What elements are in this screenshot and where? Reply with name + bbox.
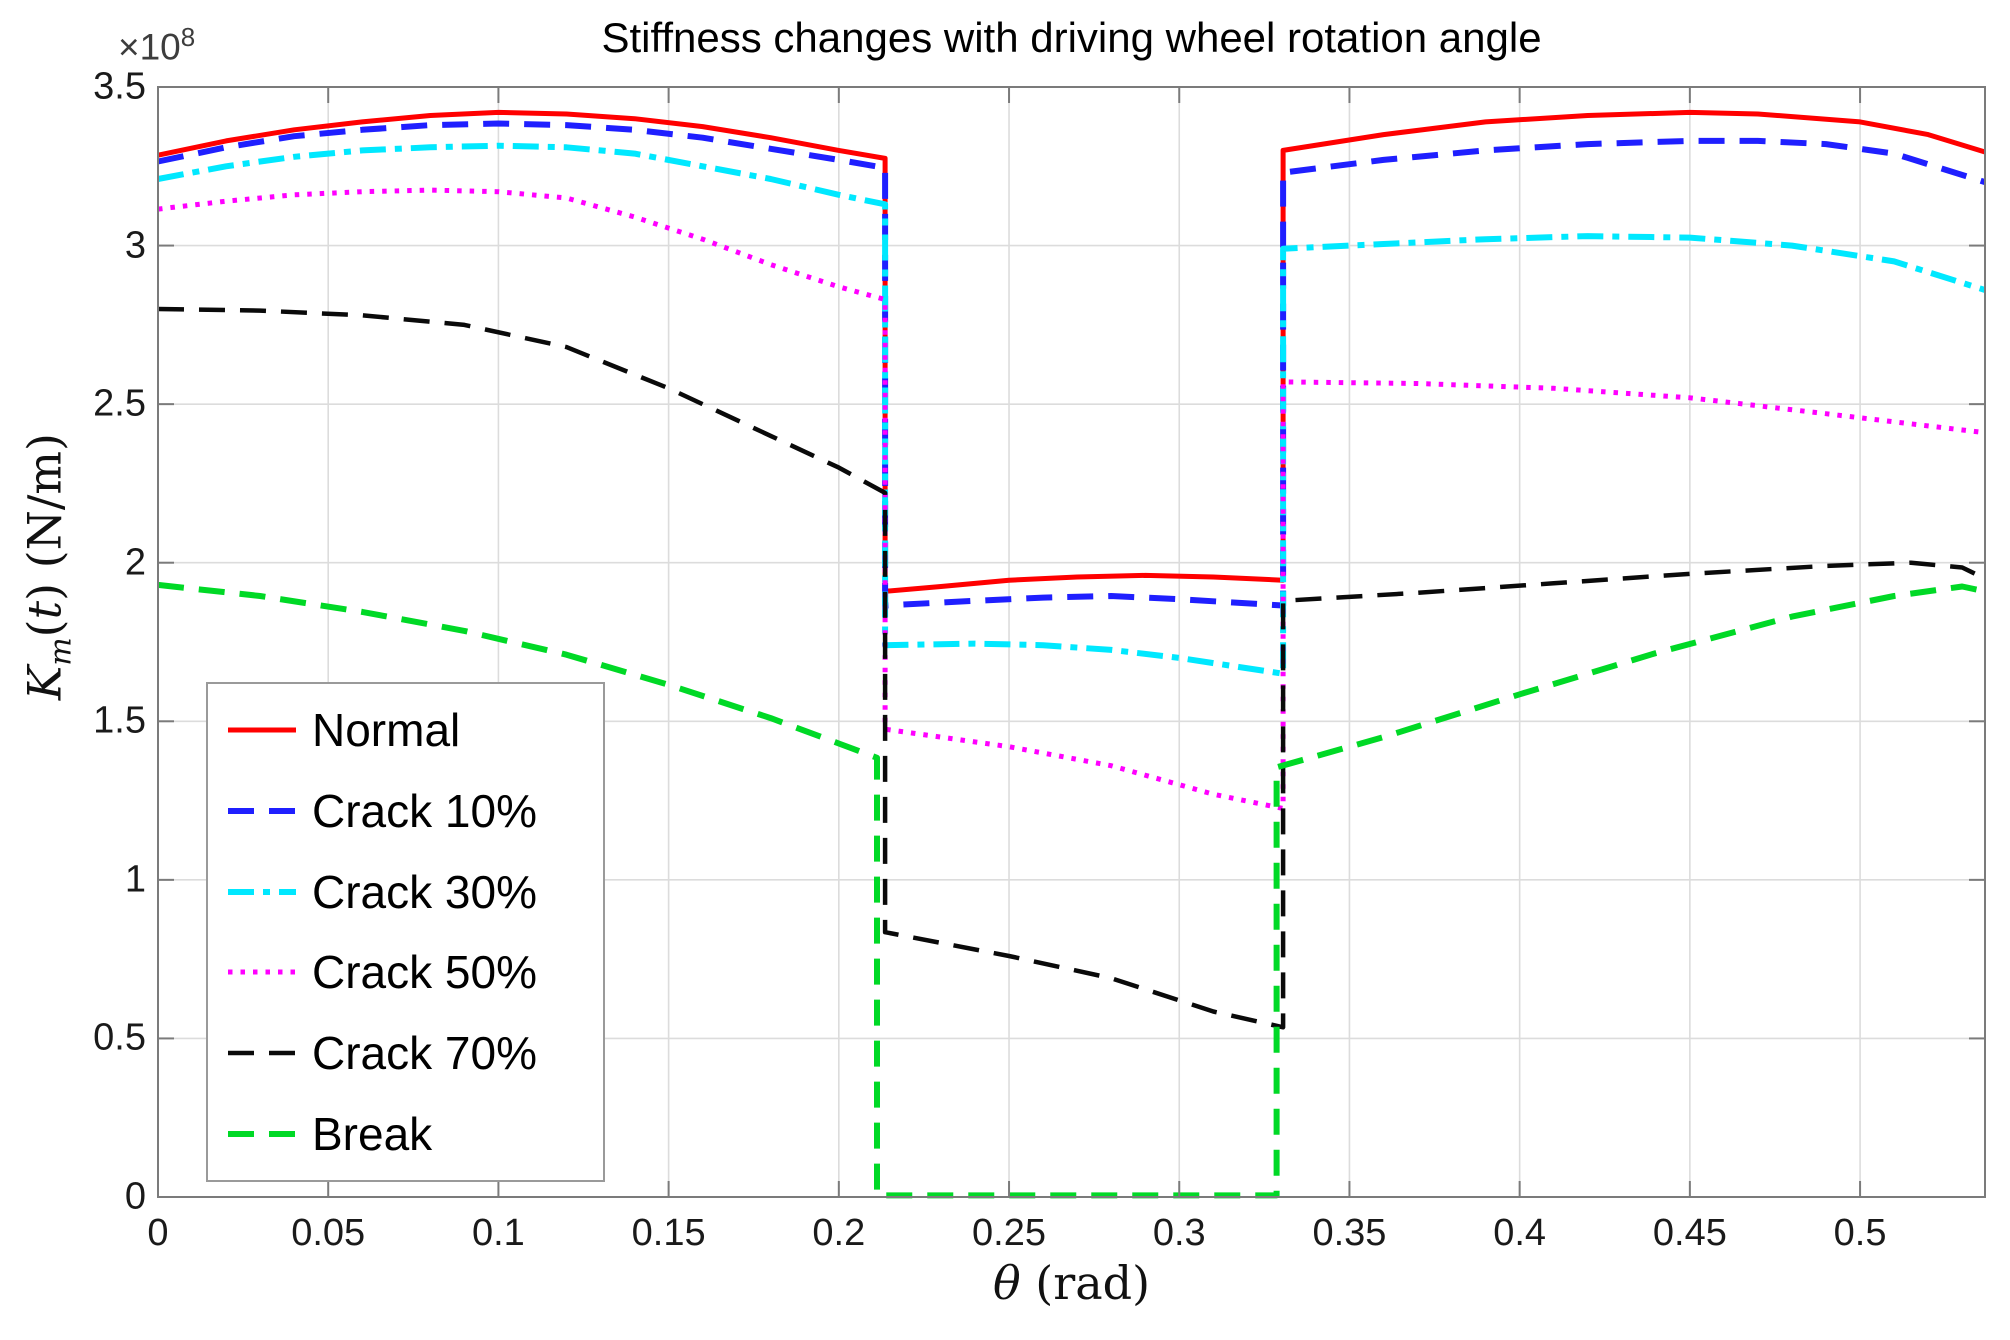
legend-item-crack-10-: Crack 10% — [226, 784, 603, 838]
x-tick-label: 0 — [147, 1212, 169, 1254]
ylabel-unit: ) (N/m) — [17, 433, 72, 601]
y-tick-label: 1.5 — [93, 699, 146, 742]
x-axis-label: θ (rad) — [158, 1256, 1985, 1310]
legend-item-normal: Normal — [226, 703, 603, 757]
x-tick-label: 0.35 — [1312, 1212, 1387, 1254]
series-line-crack-10- — [157, 120, 1986, 609]
x-tick-label: 0.1 — [471, 1212, 525, 1254]
x-tick-label: 0.45 — [1652, 1212, 1727, 1254]
series-line-normal — [157, 109, 1986, 594]
x-tick-label: 0.2 — [812, 1212, 866, 1254]
y-tick-label: 2.5 — [93, 382, 146, 425]
y-tick-label: 0 — [124, 1175, 146, 1218]
y-tick-label: 3 — [124, 224, 146, 267]
axes-box — [157, 86, 1986, 1198]
legend-label: Break — [312, 1107, 433, 1160]
legend-item-crack-30-: Crack 30% — [226, 865, 603, 919]
legend-item-break: Break — [226, 1107, 603, 1161]
ylabel-t: t — [17, 600, 72, 620]
legend-swatch-line — [228, 1130, 296, 1137]
legend-swatch-line — [228, 969, 296, 975]
chart-title: Stiffness changes with driving wheel rot… — [601, 14, 1542, 61]
series-line-crack-50- — [157, 187, 1986, 811]
ylabel-subscript: m — [43, 637, 79, 666]
legend-label: Crack 70% — [312, 1026, 537, 1079]
legend-label: Crack 30% — [312, 865, 537, 918]
series-line-break — [157, 581, 1986, 1199]
x-tick-label: 0.25 — [972, 1212, 1047, 1254]
legend-item-crack-50-: Crack 50% — [226, 945, 603, 999]
legend: Normal Crack 10% Crack 30% Crack 50% Crack 7… — [206, 682, 605, 1182]
x-tick-label: 0.5 — [1833, 1212, 1887, 1254]
legend-swatch-line — [228, 727, 296, 733]
series-line-crack-70- — [157, 306, 1986, 1030]
exponent-base: ×10 — [118, 26, 181, 68]
legend-label: Crack 50% — [312, 946, 537, 999]
legend-label: Crack 10% — [312, 784, 537, 837]
ylabel-K: K — [17, 665, 72, 701]
theta-symbol: θ — [992, 1256, 1021, 1310]
x-axis-unit: (rad) — [1020, 1256, 1151, 1310]
y-tick-label: 3.5 — [93, 65, 146, 108]
x-tick-label: 0.4 — [1493, 1212, 1547, 1254]
y-tick-label: 0.5 — [93, 1016, 146, 1059]
y-axis-label: Km(t) (N/m) — [17, 307, 78, 827]
legend-item-crack-70-: Crack 70% — [226, 1026, 603, 1080]
x-tick-label: 0.05 — [291, 1212, 366, 1254]
legend-swatch-line — [228, 807, 296, 814]
legend-label: Normal — [312, 704, 461, 757]
y-tick-label: 1 — [124, 858, 146, 901]
x-tick-label: 0.3 — [1152, 1212, 1206, 1254]
legend-swatch-line — [228, 1050, 296, 1056]
exponent-value: 8 — [180, 22, 196, 52]
x-tick-label: 0.15 — [631, 1212, 706, 1254]
y-axis-exponent-label: ×108 — [118, 22, 195, 68]
y-tick-label: 2 — [124, 541, 146, 584]
ylabel-paren: ( — [17, 619, 72, 638]
legend-swatch-line — [228, 888, 296, 895]
